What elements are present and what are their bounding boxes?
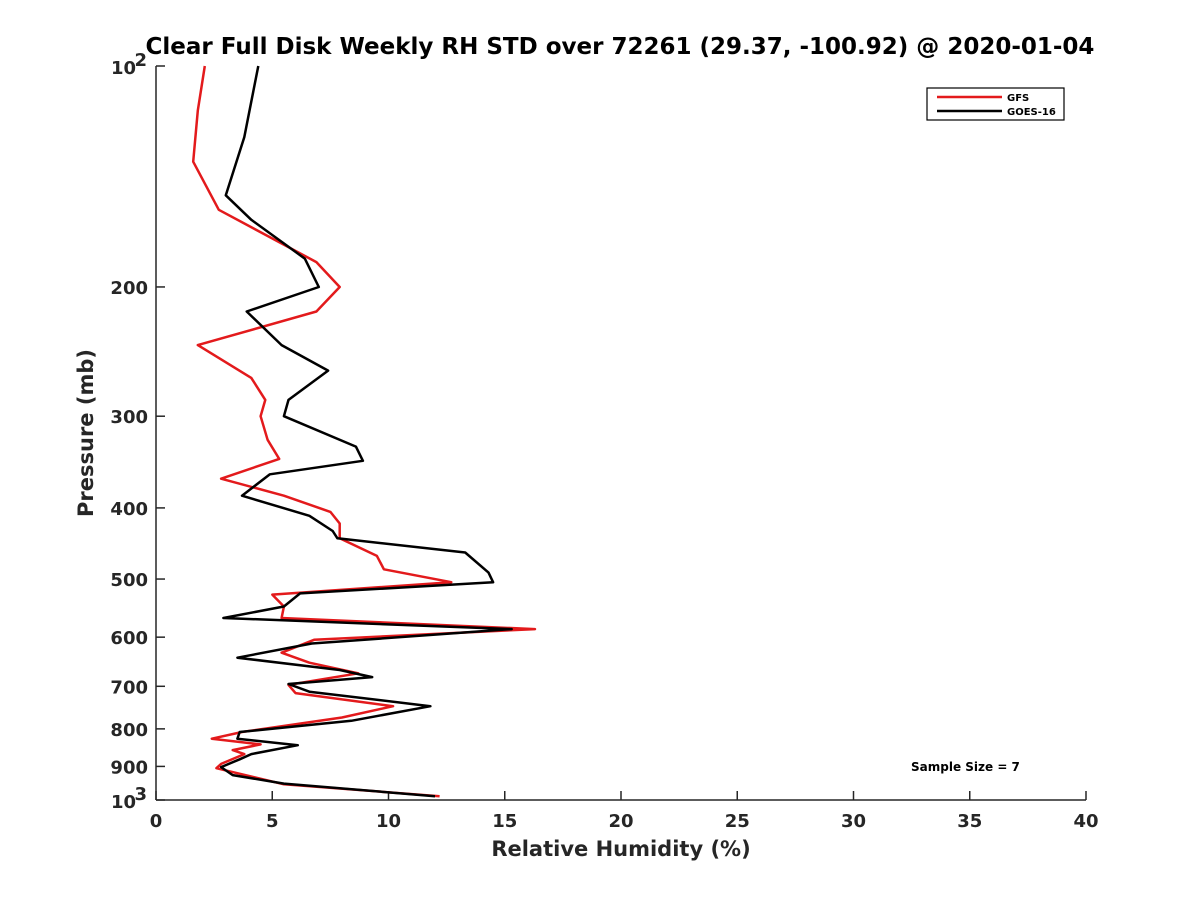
y-tick-label: 10 (111, 792, 136, 813)
legend-label-goes16: GOES-16 (1007, 107, 1056, 118)
x-tick-label: 40 (1073, 811, 1098, 832)
x-tick-label: 15 (492, 811, 517, 832)
y-tick-label: 300 (110, 407, 148, 428)
y-tick-label: 10 (111, 58, 136, 79)
x-tick-label: 10 (376, 811, 401, 832)
x-axis-label: Relative Humidity (%) (491, 837, 750, 861)
y-tick-label: 700 (110, 677, 148, 698)
legend-label-gfs: GFS (1007, 93, 1029, 104)
series-group (191, 65, 537, 798)
y-tick-label: 600 (110, 628, 148, 649)
y-tick-label-exponent: 3 (134, 784, 147, 805)
x-tick-label: 35 (957, 811, 982, 832)
x-tick-label: 0 (150, 811, 163, 832)
x-tick-label: 5 (266, 811, 279, 832)
sample-size-annotation: Sample Size = 7 (911, 760, 1020, 774)
y-tick-label: 500 (110, 570, 148, 591)
x-tick-label: 30 (841, 811, 866, 832)
x-tick-label: 25 (725, 811, 750, 832)
chart-title: Clear Full Disk Weekly RH STD over 72261… (146, 34, 1095, 60)
y-tick-label: 400 (110, 499, 148, 520)
legend: GFS GOES-16 (926, 87, 1065, 121)
ticks: 0 5 10 15 20 25 30 35 40102200300400500600700800… (110, 50, 1098, 832)
y-tick-label: 200 (110, 278, 148, 299)
y-tick-label-exponent: 2 (134, 50, 147, 71)
series-line-goes16 (219, 65, 513, 798)
series-line-gfs (191, 65, 537, 798)
y-tick-label: 900 (110, 757, 148, 778)
x-tick-label: 20 (608, 811, 633, 832)
legend-box (926, 87, 1065, 121)
y-axis-label: Pressure (mb) (74, 349, 98, 517)
y-tick-label: 800 (110, 720, 148, 741)
